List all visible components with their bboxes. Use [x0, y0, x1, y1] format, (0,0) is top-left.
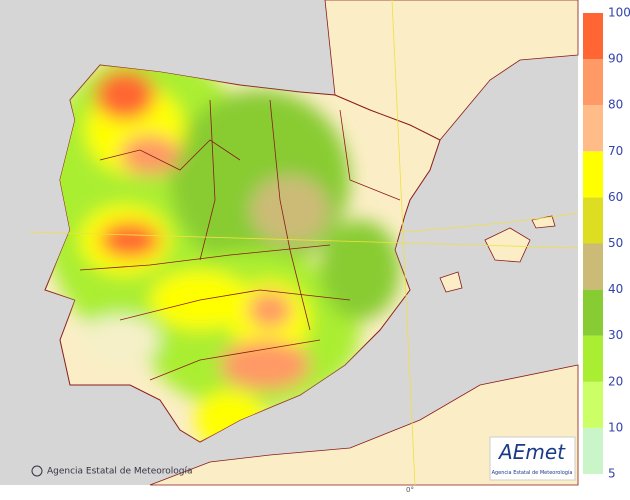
legend-swatch — [583, 151, 603, 198]
legend-tick-label: 60 — [608, 190, 623, 204]
legend-tick-label: 5 — [608, 467, 616, 481]
legend: 5 10 20 30 40 50 60 70 80 90 100 — [583, 6, 630, 481]
legend-tick-label: 20 — [608, 374, 623, 388]
legend-tick-label: 100 — [608, 6, 630, 20]
legend-swatch — [583, 289, 603, 336]
legend-tick-label: 50 — [608, 236, 623, 250]
legend-tick-label: 90 — [608, 52, 623, 66]
copyright-icon — [31, 465, 43, 477]
graticule — [29, 0, 579, 486]
meridian-label: 0° — [406, 486, 414, 494]
legend-tick-label: 70 — [608, 144, 623, 158]
logo-name: AEmet — [497, 440, 566, 464]
legend-swatch — [583, 13, 603, 60]
legend-tick-label: 30 — [608, 328, 623, 342]
precip-field — [45, 65, 400, 442]
africa — [149, 364, 579, 486]
legend-tick-label: 40 — [608, 282, 623, 296]
legend-tick-label: 10 — [608, 420, 623, 434]
credit: Agencia Estatal de Meteorología — [47, 467, 193, 477]
legend-tick-label: 80 — [608, 98, 623, 112]
legend-swatch — [583, 59, 603, 106]
legend-swatch — [583, 197, 603, 244]
logo-subtitle: Agencia Estatal de Meteorología — [492, 469, 573, 476]
logo-box — [489, 436, 576, 481]
borders — [79, 99, 401, 381]
legend-swatch — [583, 243, 603, 290]
balearics — [439, 215, 556, 293]
legend-swatch — [583, 427, 603, 474]
legend-swatch — [583, 335, 603, 382]
legend-swatch — [583, 381, 603, 428]
legend-swatch — [583, 105, 603, 152]
